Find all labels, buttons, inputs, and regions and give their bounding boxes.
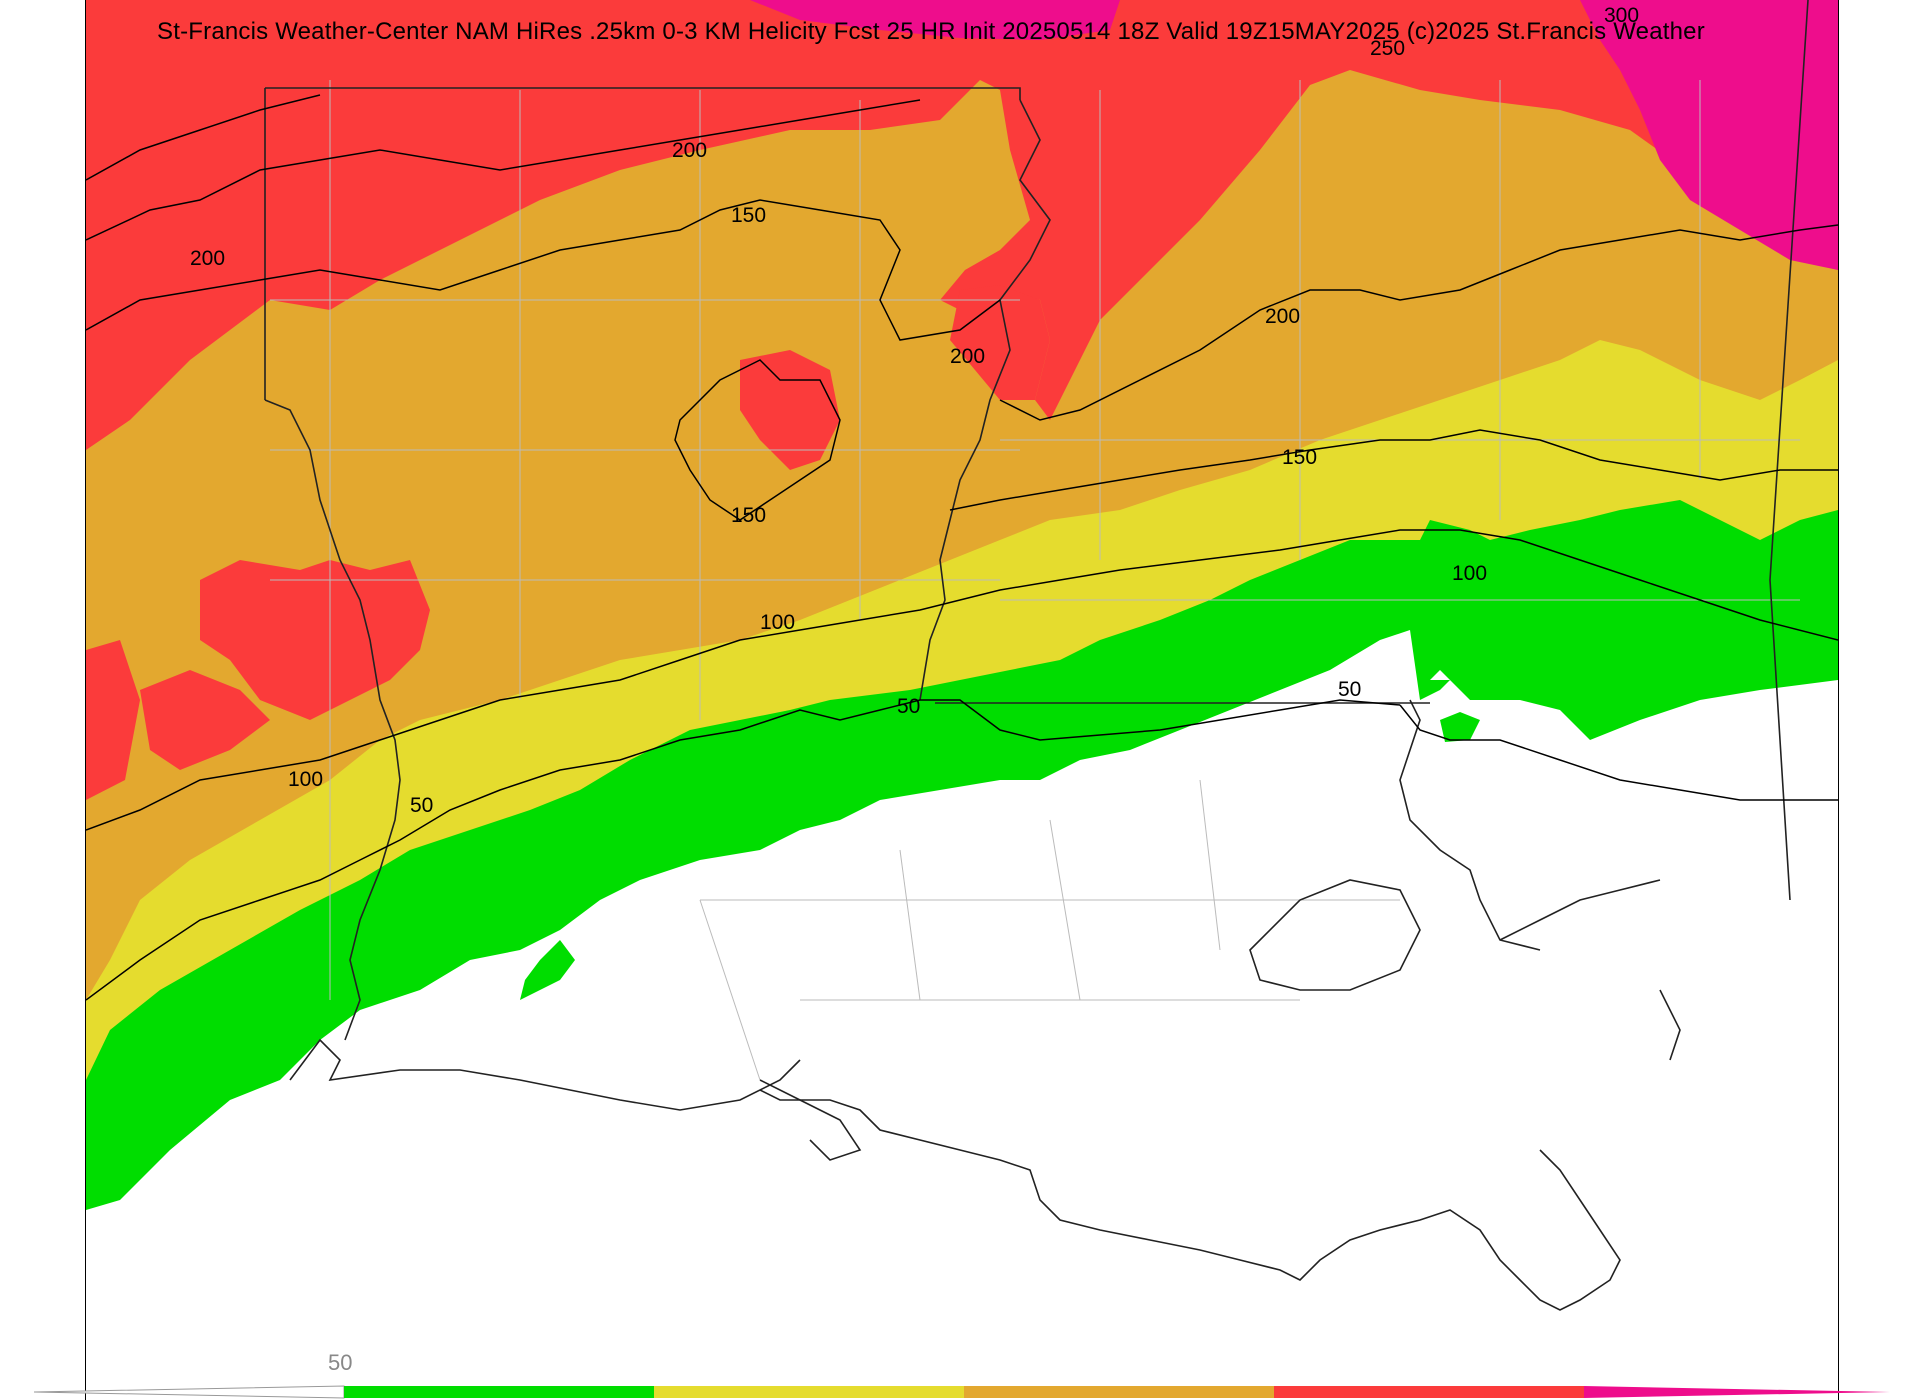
contour-label: 200 — [950, 345, 985, 368]
helicity-200-250-region — [86, 640, 140, 800]
helicity-200-250-region — [86, 0, 1838, 450]
contour-label: 100 — [1452, 562, 1487, 585]
colorbar-magenta-extension — [1584, 1386, 1890, 1398]
contour-label: 50 — [897, 695, 920, 718]
helicity-contours — [86, 94, 1838, 1001]
helicity-under-50-region — [86, 630, 1838, 1400]
state-boundaries — [264, 0, 1809, 1041]
map-title: St-Francis Weather-Center NAM HiRes .25k… — [157, 18, 1705, 45]
contour-labels: 200 200 150 200 200 150 150 100 100 50 5… — [190, 4, 1639, 817]
helicity-50-100-region — [1440, 712, 1480, 742]
coastline — [289, 699, 1681, 1311]
contour-label: 200 — [190, 247, 225, 270]
helicity-200-250-region — [140, 670, 270, 770]
contour-label: 100 — [288, 768, 323, 791]
contour-label: 150 — [731, 204, 766, 227]
helicity-over-250-region — [750, 0, 1120, 40]
helicity-200-250-region — [950, 285, 1050, 400]
contour-label: 200 — [672, 139, 707, 162]
contour-label: 100 — [760, 611, 795, 634]
contour-label: 50 — [1338, 678, 1361, 701]
helicity-over-250-region — [1580, 0, 1838, 270]
colorbar-tick-label: 50 — [328, 1350, 353, 1375]
map-frame — [85, 0, 1839, 1400]
helicity-200-250-region — [200, 560, 430, 720]
contour-label: 50 — [410, 794, 433, 817]
county-boundaries — [270, 80, 1800, 1081]
contour-label: 250 — [1370, 37, 1405, 60]
colorbar-yellow-bin — [654, 1386, 964, 1398]
contour-label: 300 — [1604, 4, 1639, 27]
contour-label: 200 — [1265, 305, 1300, 328]
contour-label: 150 — [1282, 446, 1317, 469]
colorbar-green-bin — [344, 1386, 654, 1398]
color-bar — [33, 1385, 1890, 1399]
contour-label: 150 — [731, 504, 766, 527]
helicity-50-100-region — [520, 940, 575, 1000]
colorbar-red-bin — [1274, 1386, 1584, 1398]
colorbar-orange-bin — [964, 1386, 1274, 1398]
